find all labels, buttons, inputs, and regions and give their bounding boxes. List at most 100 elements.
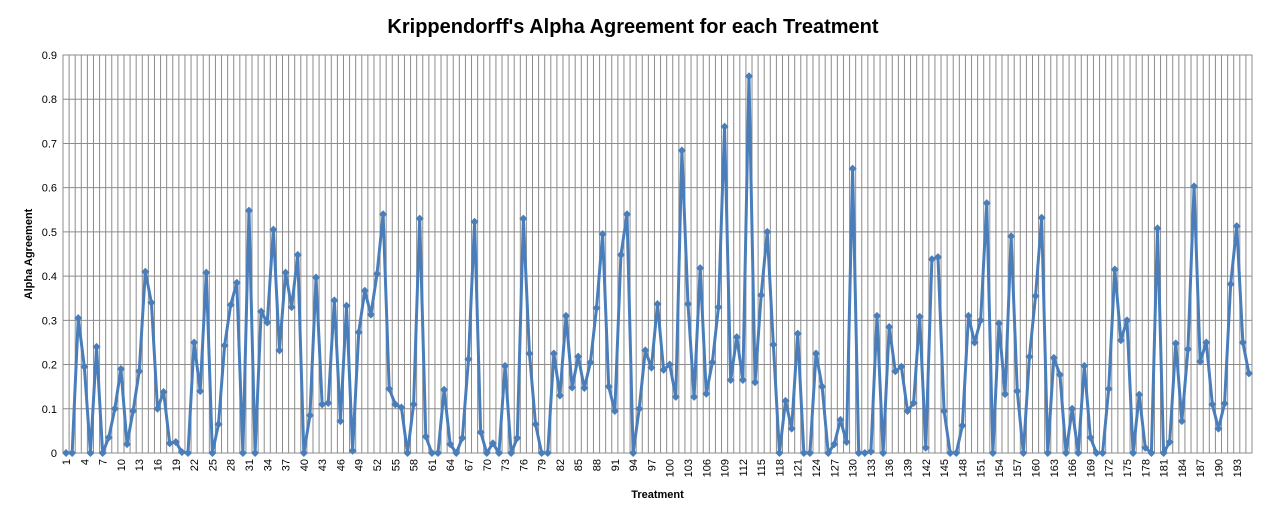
x-tick-label: 43 bbox=[317, 459, 329, 471]
data-point bbox=[275, 346, 284, 355]
data-point bbox=[1001, 390, 1010, 399]
data-point bbox=[1092, 449, 1101, 457]
data-point bbox=[1080, 361, 1089, 370]
x-tick-label: 115 bbox=[756, 459, 768, 477]
x-tick-label: 28 bbox=[226, 459, 238, 471]
data-point bbox=[775, 449, 784, 457]
data-point bbox=[494, 449, 503, 457]
data-point bbox=[1153, 224, 1162, 233]
data-point bbox=[903, 406, 912, 415]
data-point bbox=[958, 421, 967, 430]
data-point bbox=[519, 214, 528, 223]
data-point bbox=[1013, 387, 1022, 396]
data-point bbox=[860, 449, 869, 457]
data-point bbox=[866, 447, 875, 456]
data-point bbox=[623, 210, 632, 219]
y-tick-label: 0.8 bbox=[42, 94, 57, 106]
data-point bbox=[696, 264, 705, 273]
data-point bbox=[1147, 449, 1156, 457]
data-point bbox=[244, 206, 253, 215]
x-tick-label: 169 bbox=[1085, 459, 1097, 477]
data-point bbox=[1177, 417, 1186, 426]
data-point bbox=[488, 439, 497, 448]
data-point bbox=[586, 358, 595, 367]
x-tick-label: 142 bbox=[921, 459, 933, 477]
data-point bbox=[464, 355, 473, 364]
data-point bbox=[458, 433, 467, 442]
data-point bbox=[726, 376, 735, 385]
data-point bbox=[1244, 369, 1253, 378]
data-point bbox=[440, 385, 449, 394]
data-point bbox=[805, 449, 814, 457]
data-point bbox=[470, 217, 479, 226]
data-point bbox=[635, 404, 644, 413]
data-point bbox=[80, 362, 89, 371]
data-point bbox=[714, 303, 723, 312]
data-point bbox=[1159, 449, 1168, 457]
x-tick-label: 13 bbox=[134, 459, 146, 471]
data-point bbox=[92, 342, 101, 351]
data-point bbox=[1226, 280, 1235, 289]
data-point bbox=[940, 406, 949, 415]
data-point bbox=[507, 449, 516, 457]
y-axis-label: Alpha Agreement bbox=[23, 208, 35, 299]
data-point bbox=[555, 391, 564, 400]
data-point bbox=[677, 146, 686, 155]
y-tick-label: 0.5 bbox=[42, 227, 57, 239]
data-point bbox=[452, 449, 461, 457]
x-tick-label: 181 bbox=[1159, 459, 1171, 477]
data-point bbox=[86, 449, 95, 457]
x-tick-label: 193 bbox=[1232, 459, 1244, 477]
x-tick-label: 64 bbox=[445, 459, 457, 471]
data-point bbox=[574, 352, 583, 361]
x-tick-label: 184 bbox=[1177, 459, 1189, 477]
data-point bbox=[366, 310, 375, 319]
data-point bbox=[1074, 449, 1083, 457]
x-tick-label: 187 bbox=[1195, 459, 1207, 477]
x-tick-label: 70 bbox=[482, 459, 494, 471]
x-tick-label: 82 bbox=[555, 459, 567, 471]
data-point bbox=[281, 268, 290, 277]
data-point bbox=[763, 227, 772, 236]
x-tick-label: 97 bbox=[646, 459, 658, 471]
data-point bbox=[537, 449, 546, 457]
x-tick-label: 37 bbox=[281, 459, 293, 471]
data-point bbox=[879, 449, 888, 457]
data-point bbox=[421, 432, 430, 441]
data-point bbox=[952, 449, 961, 457]
data-point bbox=[190, 338, 199, 347]
data-point bbox=[318, 400, 327, 409]
x-tick-label: 148 bbox=[957, 459, 969, 477]
data-point bbox=[305, 411, 314, 420]
data-point bbox=[1055, 370, 1064, 379]
data-point bbox=[348, 446, 357, 455]
data-point bbox=[830, 440, 839, 449]
data-point bbox=[848, 164, 857, 173]
x-tick-label: 67 bbox=[463, 459, 475, 471]
data-point bbox=[293, 250, 302, 259]
data-point bbox=[482, 449, 491, 457]
data-point bbox=[1062, 449, 1071, 457]
data-point bbox=[964, 311, 973, 320]
data-point bbox=[793, 329, 802, 338]
data-point bbox=[1007, 232, 1016, 241]
data-point bbox=[1183, 345, 1192, 354]
data-point bbox=[1110, 265, 1119, 274]
data-point bbox=[1098, 449, 1107, 457]
data-point bbox=[123, 440, 132, 449]
chart-title: Krippendorff's Alpha Agreement for each … bbox=[387, 16, 878, 38]
data-point bbox=[232, 278, 241, 287]
data-point bbox=[769, 340, 778, 349]
data-point bbox=[799, 449, 808, 457]
x-tick-label: 49 bbox=[354, 459, 366, 471]
data-point bbox=[269, 225, 278, 234]
data-point bbox=[604, 382, 613, 391]
x-tick-label: 106 bbox=[701, 459, 713, 477]
x-tick-label: 7 bbox=[98, 459, 110, 465]
data-point bbox=[854, 449, 863, 457]
data-point bbox=[1141, 443, 1150, 452]
x-tick-label: 88 bbox=[592, 459, 604, 471]
x-tick-label: 124 bbox=[811, 459, 823, 477]
